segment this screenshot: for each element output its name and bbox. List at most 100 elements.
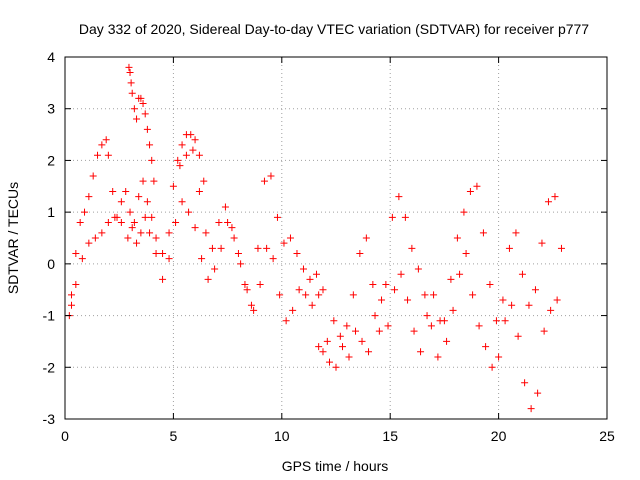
- data-point: [159, 250, 167, 258]
- data-point: [302, 291, 310, 299]
- data-point: [397, 270, 405, 278]
- data-point: [243, 286, 251, 294]
- data-point: [319, 348, 327, 356]
- data-point: [182, 151, 190, 159]
- data-point: [349, 291, 357, 299]
- data-point: [178, 141, 186, 149]
- data-point: [111, 213, 119, 221]
- data-point: [104, 218, 112, 226]
- data-point: [98, 229, 106, 237]
- data-point: [204, 275, 212, 283]
- data-point: [125, 63, 133, 71]
- data-point: [269, 255, 277, 263]
- data-point: [273, 213, 281, 221]
- data-point: [453, 234, 461, 242]
- data-point: [378, 296, 386, 304]
- data-point: [482, 343, 490, 351]
- data-point: [146, 229, 154, 237]
- data-point: [165, 255, 173, 263]
- data-point: [323, 337, 331, 345]
- data-point: [187, 131, 195, 139]
- data-point: [81, 208, 89, 216]
- data-point: [299, 265, 307, 273]
- data-points: [65, 63, 565, 413]
- data-point: [388, 213, 396, 221]
- data-point: [85, 239, 93, 247]
- data-point: [319, 286, 327, 294]
- data-point: [169, 182, 177, 190]
- data-point: [501, 317, 509, 325]
- data-point: [109, 187, 117, 195]
- data-point: [499, 296, 507, 304]
- data-point: [434, 353, 442, 361]
- data-point: [200, 177, 208, 185]
- data-point: [126, 208, 134, 216]
- data-point: [544, 198, 552, 206]
- data-point: [538, 239, 546, 247]
- data-point: [250, 306, 258, 314]
- data-point: [456, 270, 464, 278]
- data-point: [174, 156, 182, 164]
- data-point: [447, 275, 455, 283]
- data-point: [460, 208, 468, 216]
- data-point: [128, 224, 136, 232]
- data-point: [336, 332, 344, 340]
- data-point: [148, 213, 156, 221]
- data-point: [130, 218, 138, 226]
- data-point: [237, 260, 245, 268]
- data-point: [247, 301, 255, 309]
- data-point: [404, 296, 412, 304]
- series-track-b: [68, 198, 323, 325]
- data-point: [384, 322, 392, 330]
- data-point: [139, 177, 147, 185]
- data-point: [430, 291, 438, 299]
- data-point: [141, 110, 149, 118]
- data-point: [410, 327, 418, 335]
- data-point: [466, 187, 474, 195]
- data-point: [172, 218, 180, 226]
- data-point: [215, 218, 223, 226]
- y-tick-label: 1: [47, 204, 55, 220]
- series-track-e: [315, 182, 565, 361]
- x-tick-label: 15: [382, 428, 398, 444]
- data-point: [547, 306, 555, 314]
- data-point: [495, 353, 503, 361]
- grid-lines: [65, 57, 607, 419]
- data-point: [143, 125, 151, 133]
- data-point: [527, 405, 535, 413]
- data-point: [152, 250, 160, 258]
- data-point: [375, 327, 383, 335]
- data-point: [221, 203, 229, 211]
- x-tick-label: 10: [274, 428, 290, 444]
- axis-ticks: 0 5 10 15 20 25 -3 -2 -1 0 1 2 3 4: [43, 49, 615, 444]
- data-point: [343, 322, 351, 330]
- data-point: [365, 348, 373, 356]
- data-point: [401, 213, 409, 221]
- series-track-f: [325, 250, 561, 413]
- data-point: [137, 94, 145, 102]
- data-point: [133, 115, 141, 123]
- data-point: [557, 244, 565, 252]
- data-point: [421, 291, 429, 299]
- data-point: [521, 379, 529, 387]
- data-point: [104, 151, 112, 159]
- data-point: [289, 306, 297, 314]
- data-point: [534, 389, 542, 397]
- data-point: [198, 255, 206, 263]
- data-point: [356, 250, 364, 258]
- data-point: [224, 218, 232, 226]
- data-point: [382, 281, 390, 289]
- data-point: [339, 343, 347, 351]
- data-point: [531, 286, 539, 294]
- data-point: [462, 250, 470, 258]
- data-point: [395, 193, 403, 201]
- data-point: [159, 275, 167, 283]
- data-point: [228, 224, 236, 232]
- data-point: [508, 301, 516, 309]
- data-point: [362, 234, 370, 242]
- data-point: [332, 363, 340, 371]
- data-point: [427, 322, 435, 330]
- data-point: [475, 322, 483, 330]
- data-point: [152, 234, 160, 242]
